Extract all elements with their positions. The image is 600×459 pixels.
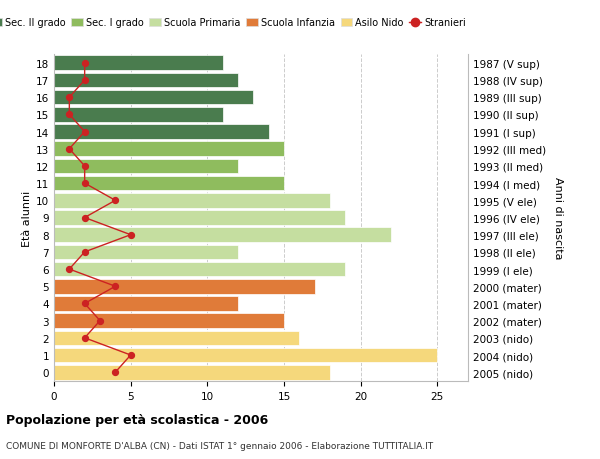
Bar <box>54 228 391 242</box>
Y-axis label: Anni di nascita: Anni di nascita <box>553 177 563 259</box>
Point <box>80 249 89 256</box>
Point <box>65 112 74 119</box>
Bar <box>54 211 346 225</box>
Bar <box>54 297 238 311</box>
Bar <box>54 176 284 191</box>
Point <box>80 214 89 222</box>
Point <box>65 94 74 101</box>
Bar <box>54 262 346 277</box>
Point <box>95 317 105 325</box>
Bar <box>54 245 238 260</box>
Point <box>110 197 120 205</box>
Point <box>126 231 136 239</box>
Point <box>80 335 89 342</box>
Bar <box>54 159 238 174</box>
Point <box>110 283 120 290</box>
Bar <box>54 73 238 88</box>
Bar <box>54 56 223 71</box>
Point <box>80 60 89 67</box>
Bar <box>54 313 284 328</box>
Bar <box>54 280 314 294</box>
Bar <box>54 331 299 345</box>
Point <box>80 77 89 84</box>
Bar <box>54 194 330 208</box>
Point <box>126 352 136 359</box>
Y-axis label: Età alunni: Età alunni <box>22 190 32 246</box>
Text: COMUNE DI MONFORTE D'ALBA (CN) - Dati ISTAT 1° gennaio 2006 - Elaborazione TUTTI: COMUNE DI MONFORTE D'ALBA (CN) - Dati IS… <box>6 441 433 450</box>
Point <box>80 163 89 170</box>
Bar <box>54 365 330 380</box>
Bar <box>54 108 223 123</box>
Point <box>110 369 120 376</box>
Text: Popolazione per età scolastica - 2006: Popolazione per età scolastica - 2006 <box>6 413 268 426</box>
Bar <box>54 348 437 363</box>
Point <box>65 266 74 273</box>
Point <box>80 129 89 136</box>
Bar <box>54 91 253 105</box>
Legend: Sec. II grado, Sec. I grado, Scuola Primaria, Scuola Infanzia, Asilo Nido, Stran: Sec. II grado, Sec. I grado, Scuola Prim… <box>0 14 470 32</box>
Point <box>65 146 74 153</box>
Point <box>80 180 89 187</box>
Bar <box>54 142 284 157</box>
Point <box>80 300 89 308</box>
Bar <box>54 125 269 140</box>
